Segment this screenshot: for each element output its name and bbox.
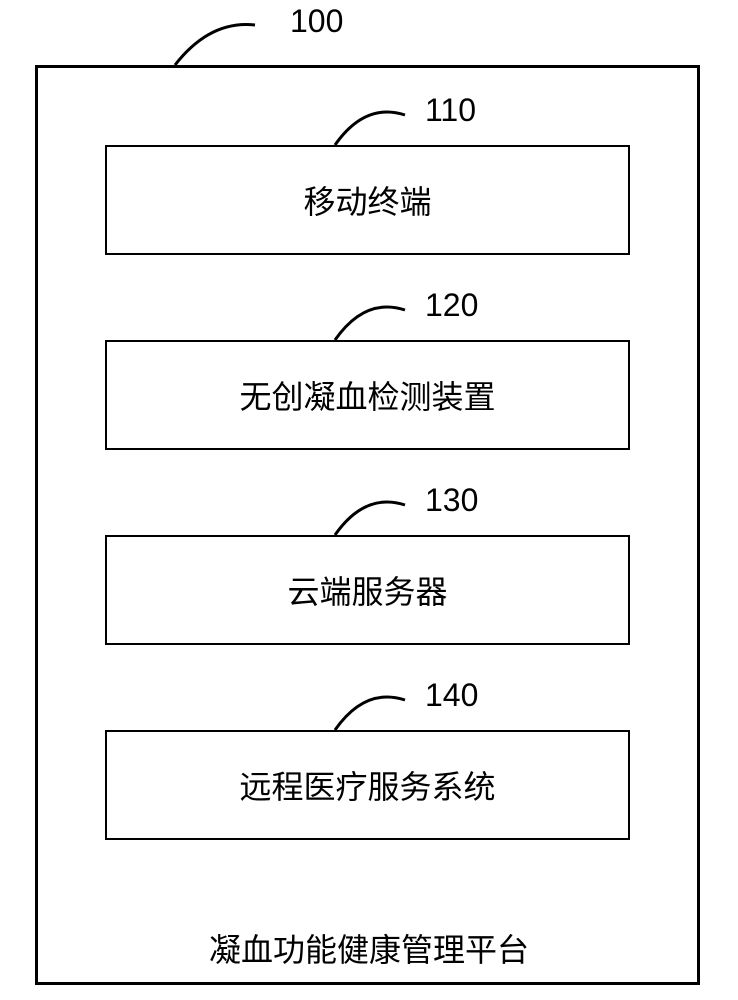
- lead-line-140: [0, 0, 738, 1000]
- diagram-canvas: 100 移动终端 110 无创凝血检测装置 120 云端服务器 130 远程医疗…: [0, 0, 738, 1000]
- diagram-caption: 凝血功能健康管理平台: [0, 925, 738, 971]
